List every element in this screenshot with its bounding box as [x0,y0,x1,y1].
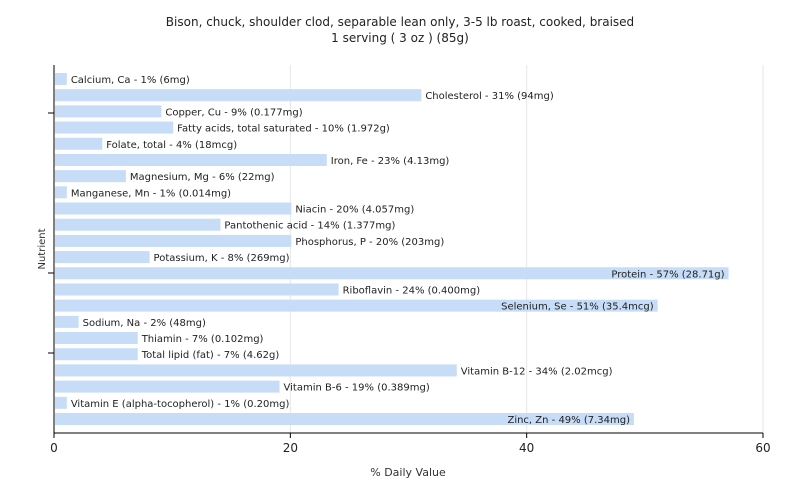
bar-label: Zinc, Zn - 49% (7.34mg) [507,415,630,426]
bar-label: Copper, Cu - 9% (0.177mg) [165,107,302,118]
bar-label: Phosphorus, P - 20% (203mg) [295,237,444,248]
bar-label: Magnesium, Mg - 6% (22mg) [130,172,275,183]
bar-label: Iron, Fe - 23% (4.13mg) [331,156,450,167]
bar-label: Folate, total - 4% (18mcg) [106,140,237,151]
x-axis-label: % Daily Value [370,466,446,479]
bar [55,73,67,85]
bar [55,380,280,393]
bar [55,218,221,231]
bar [55,267,729,280]
x-tick-label: 60 [755,441,770,455]
bar-label: Potassium, K - 8% (269mg) [154,253,290,264]
axis-layer: 0 20 40 60 [48,65,771,455]
bar-label: Vitamin E (alpha-tocopherol) - 1% (0.20m… [71,399,290,410]
bar-label: Vitamin B-12 - 34% (2.02mcg) [461,366,613,377]
bar [55,202,292,215]
bar-label: Niacin - 20% (4.057mg) [295,205,414,216]
bar [55,251,150,264]
bar [55,153,327,166]
chart-subtitle: 1 serving ( 3 oz ) (85g) [331,31,469,45]
bar [55,299,658,312]
bar-label: Thiamin - 7% (0.102mg) [141,334,264,345]
bar-label: Protein - 57% (28.71g) [611,269,724,280]
bar-label: Fatty acids, total saturated - 10% (1.97… [177,124,390,135]
bar [55,105,162,118]
bar-label: Cholesterol - 31% (94mg) [425,91,554,102]
grid-layer [54,65,764,433]
bar [55,283,339,296]
bar [55,170,126,183]
bar-label: Vitamin B-6 - 19% (0.389mg) [284,383,430,394]
label-layer: Calcium, Ca - 1% (6mg) Cholesterol - 31% … [71,75,725,426]
bar [55,121,174,134]
bar [55,186,67,199]
x-tick-label: 20 [283,441,298,455]
bar [55,348,138,361]
bar-label: Pantothenic acid - 14% (1.377mg) [224,221,395,232]
bar-label: Selenium, Se - 51% (35.4mcg) [501,302,654,313]
bar-label: Riboflavin - 24% (0.400mg) [343,285,481,296]
bar-label: Total lipid (fat) - 7% (4.62g) [141,350,280,361]
bar [55,413,635,425]
x-tick-label: 40 [519,441,534,455]
bar-layer [55,73,729,425]
chart-title: Bison, chuck, shoulder clod, separable l… [165,15,635,29]
y-axis-label: Nutrient [37,228,48,269]
bar [55,315,79,328]
bar [55,332,138,345]
bar [55,89,422,102]
bar [55,396,67,409]
plot-background [54,65,763,433]
bar-label: Sodium, Na - 2% (48mg) [83,318,206,329]
x-tick-label: 0 [50,441,58,455]
bar-label: Calcium, Ca - 1% (6mg) [71,75,190,86]
bar [55,137,103,150]
bar-label: Manganese, Mn - 1% (0.014mg) [71,188,231,199]
bar [55,234,292,247]
bar [55,364,457,377]
